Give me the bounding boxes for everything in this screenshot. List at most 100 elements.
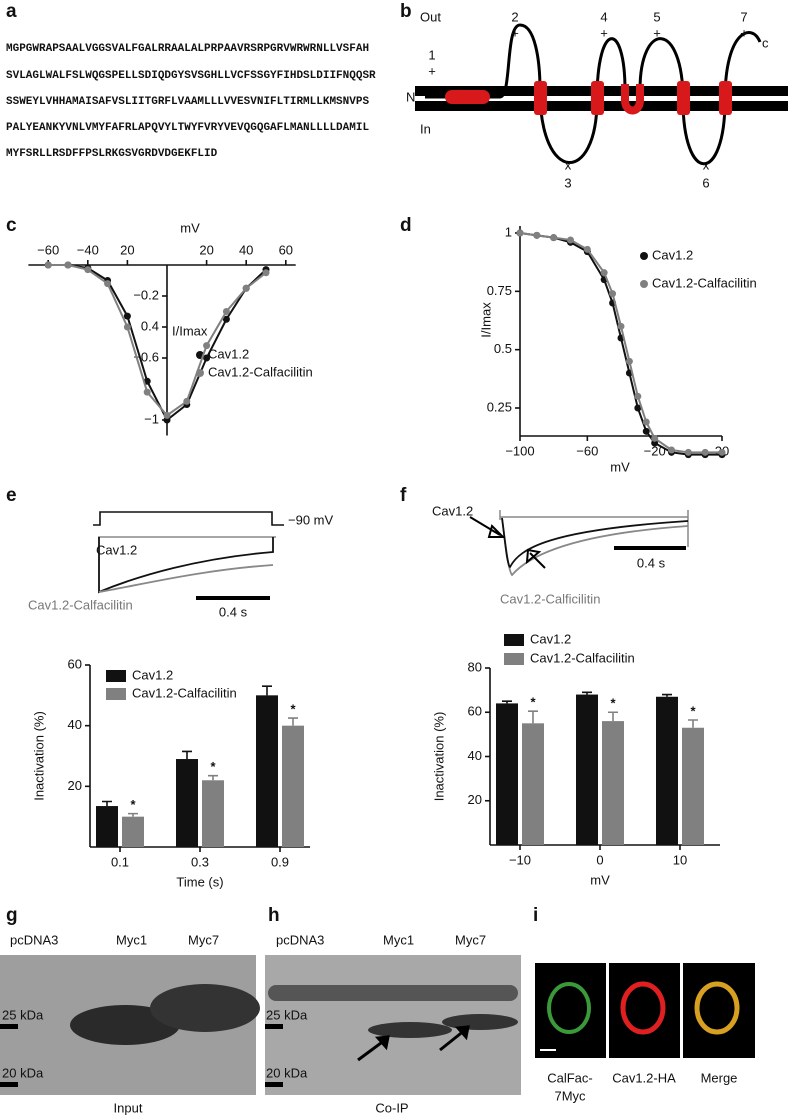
legend-label: Cav1.2-Calfacilitin (652, 275, 757, 290)
legend-marker (640, 252, 648, 260)
panel-label: d (400, 215, 412, 236)
helix (445, 90, 490, 104)
bar (602, 721, 624, 845)
loop-number: 1 (428, 47, 435, 62)
y-tick-label: −0.2 (133, 287, 159, 302)
data-point (123, 312, 131, 320)
data-point (203, 342, 211, 350)
y-tick-label: 1 (505, 224, 512, 239)
bar (176, 759, 198, 847)
terminus-label: c (762, 35, 769, 50)
marker-tick (265, 1024, 283, 1029)
legend-label: Cav1.2 (652, 247, 693, 262)
data-point (684, 448, 692, 456)
y-tick-label: 60 (468, 704, 482, 719)
y-tick-label: 0.5 (494, 341, 512, 356)
panel-label: f (400, 485, 407, 506)
data-point (634, 392, 642, 400)
legend-swatch (504, 653, 524, 665)
data-point (533, 231, 541, 239)
blot-caption: Co-IP (375, 1100, 408, 1115)
y-tick-label: −1 (144, 411, 159, 426)
micrograph (609, 963, 680, 1058)
marker-tick (0, 1082, 18, 1087)
sequence-line: MYFSRLLRSDFFPSLRKGSVGRDVDGEKFLID (6, 148, 218, 160)
panel-label: e (6, 485, 17, 506)
data-point (516, 229, 524, 237)
cell (694, 981, 740, 1035)
band (150, 984, 260, 1032)
x-tick-label: −60 (37, 242, 59, 257)
data-point (222, 308, 230, 315)
sequence-line: MGPGWRAPSAALVGGSVALFGALRRAALALPRPAAVRSRP… (6, 43, 369, 55)
bar (576, 694, 598, 845)
lane-label: pcDNA3 (276, 932, 324, 947)
data-point (642, 418, 650, 426)
error-bar (582, 691, 592, 695)
y-tick-label: 60 (68, 656, 82, 671)
x-tick-label: 60 (279, 242, 293, 257)
data-point (617, 322, 625, 330)
arrow (357, 1025, 470, 1062)
error-bar (688, 719, 698, 728)
data-point (634, 404, 642, 412)
data-point (609, 290, 617, 298)
loop-sign: x (703, 157, 710, 172)
data-point (600, 269, 608, 277)
voltage-step (93, 511, 284, 526)
x-axis-label: mV (590, 872, 610, 887)
error-bar (128, 812, 138, 817)
legend-label: Cav1.2-Calfacilitin (132, 685, 237, 700)
panel-label: a (6, 1, 17, 22)
bar (656, 696, 678, 845)
sequence-line: SVLAGLWALFSLWQGSPELLSDIQDGYSVSGHLLVCFSSG… (6, 70, 376, 82)
data-point (44, 261, 52, 269)
x-tick-label: 0.9 (271, 854, 289, 869)
series-line (519, 232, 722, 454)
error-bar (182, 750, 192, 760)
legend-marker (640, 280, 648, 288)
blot-caption: Input (114, 1100, 143, 1115)
loop-sign: + (600, 25, 608, 40)
legend-label: Cav1.2-Calfacilitin (530, 650, 635, 665)
trace (98, 537, 274, 594)
lane-label: pcDNA3 (10, 932, 58, 947)
legend-swatch (106, 688, 126, 700)
trace-label: Cav1.2-Calficilitin (500, 591, 600, 606)
arrow (525, 548, 546, 569)
marker-label: 25 kDa (266, 1007, 308, 1022)
bar (282, 725, 304, 847)
helix (719, 81, 732, 115)
data-point (625, 357, 633, 365)
loop-number: 2 (511, 9, 518, 24)
loop-number: 5 (653, 9, 660, 24)
data-point (701, 448, 709, 456)
lane-label: Myc1 (116, 932, 147, 947)
data-point (143, 388, 151, 396)
traces-f (469, 510, 689, 577)
image-caption: 7Myc (554, 1088, 586, 1103)
x-tick-label: 0.3 (191, 854, 209, 869)
error-bar (502, 700, 512, 704)
legend-swatch (106, 670, 126, 682)
data-point (651, 434, 659, 442)
significance: * (690, 703, 696, 718)
error-bar (102, 800, 112, 807)
loop-number: 6 (702, 175, 709, 190)
loop-sign: + (511, 25, 519, 40)
trace-label: Cav1.2-Calfacilitin (28, 597, 133, 612)
data-point (123, 323, 131, 331)
data-point (64, 261, 72, 269)
x-tick-label: −100 (505, 443, 534, 458)
panel-label: b (400, 1, 412, 22)
significance: * (290, 702, 296, 717)
legend-swatch (504, 634, 524, 646)
loop-sign: x (565, 157, 572, 172)
error-bar (662, 693, 672, 697)
loop-sign: + (653, 25, 661, 40)
holding-label: −90 mV (288, 512, 333, 527)
trace (501, 517, 689, 569)
marker-label: 25 kDa (2, 1007, 44, 1022)
data-point (718, 448, 726, 456)
